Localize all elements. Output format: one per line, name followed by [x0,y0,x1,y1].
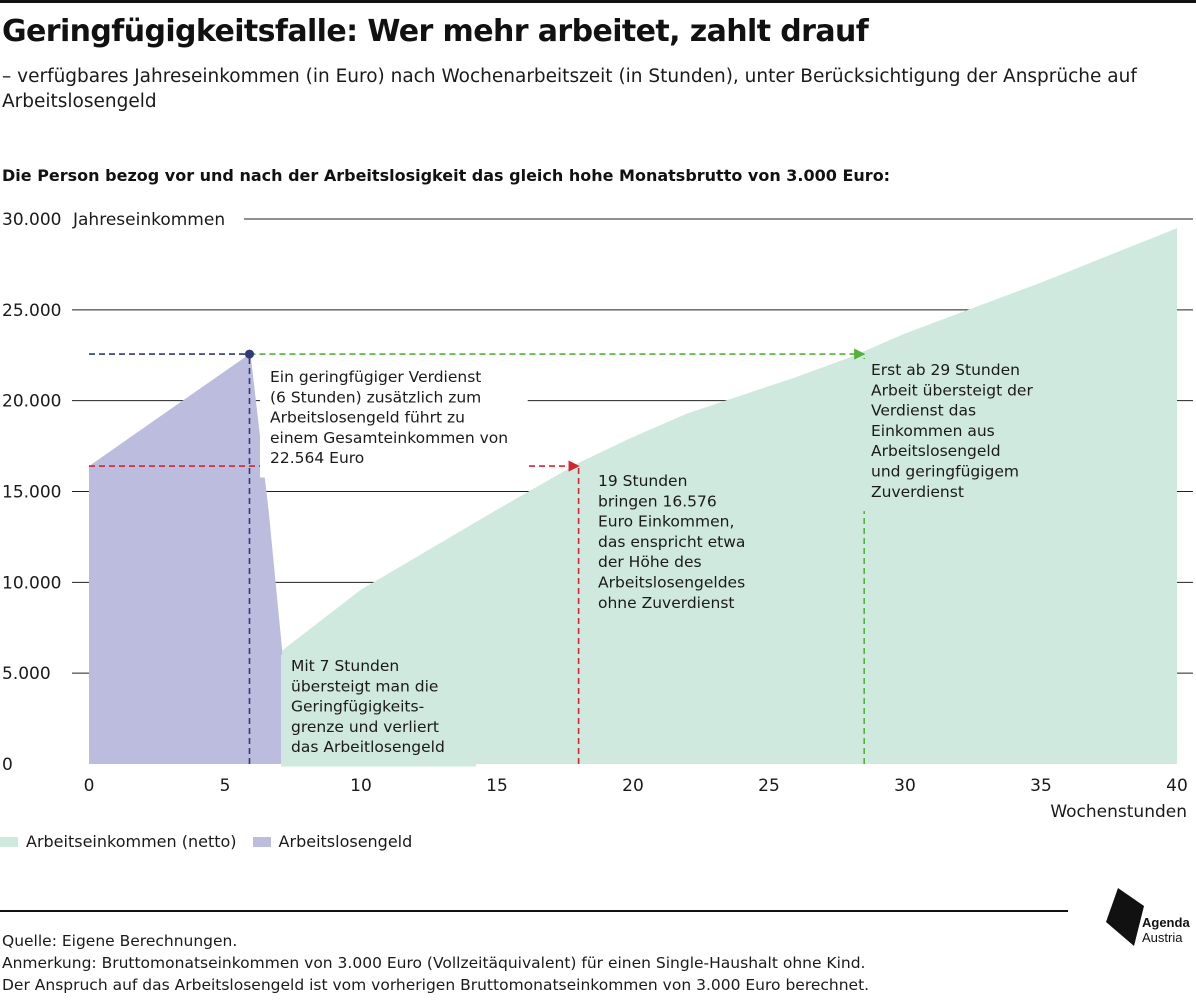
area-arbeitslosengeld [89,354,283,764]
y-axis-label: Jahreseinkommen [72,210,225,230]
legend-swatch-arbeitseinkommen [0,836,18,847]
agenda-austria-logo-icon [1106,888,1144,946]
annotation-line: Geringfügigkeits- [291,698,424,716]
annotation-line: und geringfügigem [871,463,1019,481]
area-chart: Ein geringfügiger Verdienst (6 Stunden) z… [2,210,1193,822]
annotation-line: Arbeit übersteigt der [871,381,1033,399]
highlight-point [244,349,254,359]
brand-name: Agenda Austria [1142,915,1190,945]
annotation-line: Erst ab 29 Stunden [871,361,1020,379]
annotation-line: ohne Zuverdienst [598,594,735,612]
x-tick-label: 0 [84,776,95,796]
footer-source: Quelle: Eigene Berechnungen. [2,932,238,950]
annotation-note-7h: Mit 7 Stunden übersteigt man die Geringfüg… [291,657,445,756]
annotation-line: das Arbeitlosengeld [291,738,445,756]
annotation-line: Euro Einkommen, [598,513,734,531]
footer-rule [0,910,1068,912]
x-tick-label: 40 [1166,776,1188,796]
annotation-line: Zuverdienst [871,483,964,501]
annotation-line: bringen 16.576 [598,492,717,510]
annotation-line: Verdienst das [871,402,976,420]
annotation-line: einem Gesamteinkommen von [270,429,508,447]
y-tick-label: 30.000 [2,210,61,230]
x-tick-label: 15 [486,776,508,796]
annotation-line: das enspricht etwa [598,533,745,551]
annotation-bg [861,359,1075,512]
legend-item-arbeitslosengeld: Arbeitslosengeld [252,832,413,851]
axis-labels: 0 5.000 10.000 15.000 20.000 25.000 30.000 Jahr… [2,210,1188,822]
annotation-line: Arbeitslosengeldes [598,574,745,592]
annotation-line: Einkommen aus [871,422,995,440]
annotation-note-19h: 19 Stunden bringen 16.576 Euro Einkommen, d… [598,472,745,612]
footer-note-1: Anmerkung: Bruttomonatseinkommen von 3.0… [2,954,866,972]
legend: Arbeitseinkommen (netto) Arbeitslosengel… [0,832,412,851]
chart-lead-text: Die Person bezog vor und nach der Arbeit… [2,166,891,185]
brand-line-2: Austria [1142,930,1183,945]
x-tick-label: 5 [220,776,231,796]
annotations: Ein geringfügiger Verdienst (6 Stunden) z… [260,359,1075,767]
annotation-note-6h: Ein geringfügiger Verdienst (6 Stunden) z… [270,368,508,467]
annotation-bg [260,366,528,478]
annotation-line: Ein geringfügiger Verdienst [270,368,481,386]
annotation-line: übersteigt man die [291,677,438,695]
x-axis-label: Wochenstunden [1050,802,1187,822]
chart-subtitle: – verfügbares Jahreseinkommen (in Euro) … [2,66,1137,112]
x-tick-label: 10 [350,776,372,796]
annotation-line: Mit 7 Stunden [291,657,399,675]
annotation-line: Arbeitslosengeld [871,442,1001,460]
annotation-bg [588,470,774,623]
y-tick-label: 25.000 [2,301,61,321]
y-tick-label: 20.000 [2,392,61,412]
footer: Quelle: Eigene Berechnungen. Anmerkung: … [2,930,1082,996]
x-tick-label: 35 [1030,776,1052,796]
y-tick-label: 10.000 [2,573,61,593]
y-tick-label: 5.000 [2,664,51,684]
brand-line-1: Agenda [1142,915,1190,930]
footer-note-2: Der Anspruch auf das Arbeitslosengeld is… [2,976,870,994]
y-tick-label: 0 [2,755,13,775]
x-tick-label: 25 [758,776,780,796]
annotation-line: grenze und verliert [291,718,439,736]
annotation-line: Arbeitslosengeld führt zu [270,409,465,427]
annotation-note-29h: Erst ab 29 Stunden Arbeit übersteigt der V… [871,361,1033,501]
annotation-line: 19 Stunden [598,472,687,490]
annotation-line: 22.564 Euro [270,449,364,467]
x-tick-label: 30 [894,776,916,796]
legend-label-arbeitseinkommen: Arbeitseinkommen (netto) [26,832,237,851]
legend-label-arbeitslosengeld: Arbeitslosengeld [278,832,413,851]
chart-title: Geringfügigkeitsfalle: Wer mehr arbeitet… [2,14,869,49]
annotation-line: (6 Stunden) zusätzlich zum [270,388,481,406]
top-rule [0,0,1196,3]
legend-item-arbeitseinkommen: Arbeitseinkommen (netto) [0,832,237,851]
y-tick-label: 15.000 [2,483,61,503]
annotation-bg [281,655,476,767]
x-tick-label: 20 [622,776,644,796]
annotation-line: der Höhe des [598,553,702,571]
legend-swatch-arbeitslosengeld [252,836,271,847]
